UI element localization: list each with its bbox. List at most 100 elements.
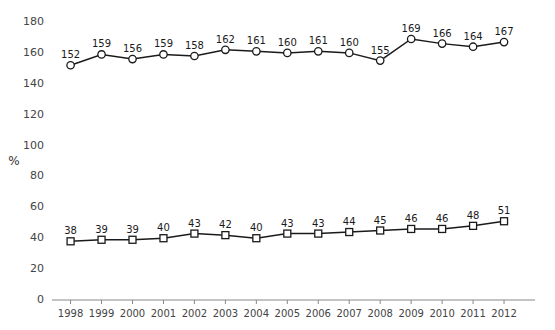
chart: 020406080100120140160180%199819992000200… [0,0,555,330]
series-marker [67,238,74,245]
y-tick-label: 140 [23,77,44,90]
series-marker [377,227,384,234]
x-tick-label: 2002 [182,308,207,319]
series-marker [253,235,260,242]
series-marker [129,55,136,62]
series-marker [346,229,353,236]
x-tick-label: 1998 [58,308,83,319]
x-tick-label: 2007 [337,308,362,319]
data-label: 48 [467,210,480,221]
series-marker [376,57,383,64]
x-tick [442,300,443,304]
x-tick [380,300,381,304]
series-marker [160,235,167,242]
series-marker [315,48,322,55]
data-label: 156 [123,43,142,54]
y-tick-label: 120 [23,108,44,121]
data-label: 155 [371,45,390,56]
x-tick-label: 2005 [275,308,300,319]
x-axis-line [52,300,535,301]
data-label: 160 [278,37,297,48]
x-tick-label: 1999 [89,308,114,319]
data-label: 43 [312,218,325,229]
data-label: 39 [95,224,108,235]
x-axis: 1998 1999 2000 2001 2002 2003 2004 2005 2006 2007… [52,300,535,319]
x-tick-label: 2012 [491,308,516,319]
x-tick [318,300,319,304]
data-label: 38 [64,225,77,236]
x-tick-label: 2008 [367,308,392,319]
series-marker [501,218,508,225]
data-label: 46 [405,213,418,224]
series-marker [129,236,136,243]
x-tick [256,300,257,304]
x-tick-label: 2004 [244,308,269,319]
series-marker [439,225,446,232]
x-tick [194,300,195,304]
series-marker [98,236,105,243]
data-label: 39 [126,224,139,235]
x-tick [473,300,474,304]
x-tick [225,300,226,304]
data-labels: 152 159 156 159 158 162 161 160 161 160 155 169 166 1… [61,23,514,236]
series-marker [408,225,415,232]
series-marker [191,230,198,237]
x-tick-label: 2009 [398,308,423,319]
series-marker [98,51,105,58]
data-label: 160 [340,37,359,48]
x-tick [163,300,164,304]
data-label: 43 [281,218,294,229]
series-marker [346,49,353,56]
data-label: 159 [154,38,173,49]
data-label: 51 [498,205,511,216]
x-tick-label: 2006 [306,308,331,319]
plot-area [67,35,508,245]
data-label: 166 [433,28,452,39]
y-axis-label: % [8,154,19,168]
data-label: 44 [343,216,356,227]
x-tick [287,300,288,304]
series-marker [160,51,167,58]
data-label: 40 [250,222,263,233]
data-label: 164 [464,31,483,42]
data-label: 159 [92,38,111,49]
series-marker [67,62,74,69]
x-tick-label: 2001 [151,308,176,319]
series-marker [469,43,476,50]
data-label: 161 [247,35,266,46]
x-tick [101,300,102,304]
series-marker [284,49,291,56]
y-tick-label: 180 [23,15,44,28]
series-marker [222,46,229,53]
y-tick-label: 0 [37,293,44,306]
series-marker [438,40,445,47]
data-label: 46 [436,213,449,224]
x-tick-label: 2011 [460,308,485,319]
y-tick-label: 40 [30,231,44,244]
x-tick [70,300,71,304]
data-label: 45 [374,215,387,226]
series-marker [284,230,291,237]
data-label: 169 [402,23,421,34]
y-axis: 020406080100120140160180 [23,15,44,306]
series-marker [253,48,260,55]
data-label: 162 [216,34,235,45]
series-marker [470,222,477,229]
series-marker [407,35,414,42]
data-label: 152 [61,49,80,60]
data-label: 158 [185,40,204,51]
x-tick [349,300,350,304]
data-label: 40 [157,222,170,233]
data-label: 42 [219,219,232,230]
data-label: 161 [309,35,328,46]
x-tick [504,300,505,304]
x-tick [132,300,133,304]
series-marker [222,232,229,239]
x-tick-label: 2000 [120,308,145,319]
y-tick-label: 160 [23,46,44,59]
x-tick-label: 2010 [429,308,454,319]
y-tick-label: 60 [30,200,44,213]
series-marker [500,38,507,45]
y-tick-label: 100 [23,139,44,152]
x-tick-label: 2003 [213,308,238,319]
